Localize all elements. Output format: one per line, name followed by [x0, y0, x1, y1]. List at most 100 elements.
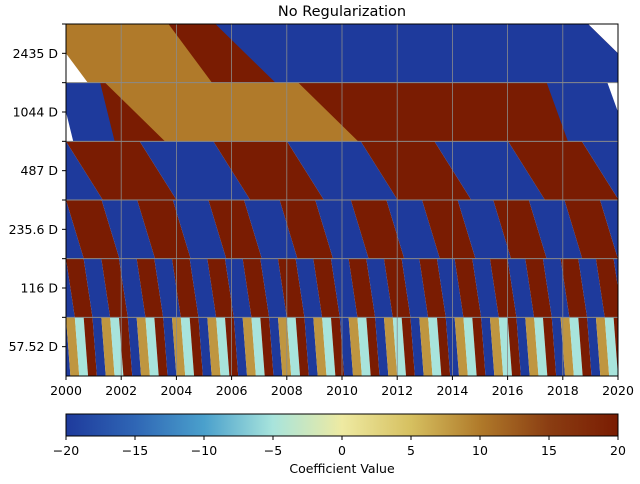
x-tick-label: 2012 [381, 383, 413, 398]
heatmap-cell [330, 258, 358, 318]
heatmap-cell [366, 317, 380, 376]
colorbar-tick-label: −20 [53, 443, 79, 458]
heatmap-cell [472, 317, 486, 376]
heatmap-cell [375, 317, 389, 376]
heatmap-cell [595, 258, 618, 318]
heatmap-cell [83, 258, 111, 318]
heatmap-cell [137, 200, 191, 259]
y-tick-label: 235.6 D [9, 222, 58, 237]
heatmap-row [66, 24, 618, 83]
heatmap-cell [322, 317, 336, 376]
heatmap-cell [295, 317, 309, 376]
heatmap-cell [489, 258, 517, 318]
heatmap-cell [581, 141, 618, 199]
heatmap-cell [507, 258, 535, 318]
heatmap-cell [189, 317, 203, 376]
heatmap-cell [454, 258, 482, 318]
heatmap-cell [360, 141, 472, 200]
heatmap-cell [534, 317, 548, 376]
heatmap-cell [101, 200, 156, 259]
colorbar: −20 −15 −10 −5 0 5 10 15 20 [53, 413, 626, 458]
y-axis: 2435 D 1044 D 487 D 235.6 D 116 D 57.52 D [9, 23, 66, 354]
heatmap-cell [613, 317, 618, 376]
heatmap-cell [213, 141, 324, 200]
heatmap-cell [66, 258, 93, 318]
heatmap-cell [410, 317, 424, 376]
heatmap-cell [330, 317, 345, 376]
heatmap-cell [66, 317, 71, 376]
heatmap-row [66, 82, 618, 142]
heatmap-cell [564, 200, 618, 259]
heatmap-cell [171, 258, 199, 318]
heatmap-cell [560, 317, 574, 376]
heatmap-cell [454, 317, 468, 376]
heatmap-cell [83, 317, 97, 376]
heatmap-cell [118, 317, 133, 376]
heatmap-cell [422, 200, 476, 259]
heatmap-cell [269, 317, 283, 376]
colorbar-gradient [65, 413, 619, 437]
heatmap-cell [339, 317, 354, 376]
x-tick-label: 2020 [602, 383, 634, 398]
heatmap-cell [348, 258, 376, 318]
colorbar-tick-label: 0 [338, 443, 346, 458]
heatmap-cell [463, 317, 477, 376]
heatmap-cell [304, 317, 318, 376]
y-tick-label: 57.52 D [9, 339, 58, 354]
heatmap-cell [434, 141, 545, 200]
heatmap-cell [428, 317, 442, 376]
heatmap-cell [313, 258, 340, 318]
heatmap-cell [242, 258, 270, 318]
heatmap-cell [392, 317, 407, 376]
heatmap-cell [260, 258, 287, 318]
heatmap-cell [163, 317, 177, 376]
heatmap-cell [578, 317, 592, 376]
heatmap-cell [542, 317, 557, 376]
heatmap-cell [507, 317, 521, 376]
heatmap-cell [357, 317, 371, 376]
colorbar-label: Coefficient Value [289, 461, 395, 476]
heatmap-cell [139, 141, 251, 200]
heatmap-cell [171, 317, 186, 376]
heatmap-cell [595, 317, 610, 376]
heatmap-cell [66, 200, 120, 259]
colorbar-tick-label: −5 [264, 443, 282, 458]
heatmap-cell [525, 317, 539, 376]
heatmap-cell [472, 258, 499, 318]
heatmap-cell [516, 317, 530, 376]
x-axis: 2000 2002 2004 2006 2008 2010 2012 2014 2016 2018… [50, 376, 634, 398]
y-tick-label: 487 D [21, 163, 58, 178]
heatmap-cell [569, 317, 583, 376]
heatmap-cell [277, 258, 305, 318]
y-tick-label: 2435 D [13, 46, 58, 61]
colorbar-tick-label: 10 [472, 443, 488, 458]
heatmap-cell [216, 317, 230, 376]
heatmap-cell [551, 317, 566, 376]
heatmap-cell [74, 317, 89, 376]
y-tick-label: 116 D [21, 281, 58, 296]
colorbar-tick-label: −15 [122, 443, 148, 458]
heatmap-cell [66, 317, 80, 376]
heatmap-row [66, 317, 640, 376]
heatmap-cell [636, 200, 640, 259]
heatmap-cell [600, 200, 618, 259]
heatmap-cell [242, 317, 256, 376]
heatmap-cell [350, 200, 405, 259]
heatmap-cell [207, 317, 221, 376]
heatmap-cell [154, 317, 168, 376]
heatmap-cell [489, 317, 504, 376]
heatmap-cell [127, 317, 142, 376]
chart-title: No Regularization [278, 4, 406, 20]
heatmap-cell [136, 317, 150, 376]
heatmap-cell [587, 317, 601, 376]
heatmap-cell [92, 317, 106, 376]
heatmap-cell [525, 258, 552, 318]
heatmap-cell [172, 200, 227, 259]
heatmap-cell [631, 317, 640, 376]
x-tick-label: 2004 [160, 383, 192, 398]
heatmap-cell [233, 317, 248, 376]
heatmap-row [66, 200, 640, 259]
heatmap-cell [348, 317, 362, 376]
